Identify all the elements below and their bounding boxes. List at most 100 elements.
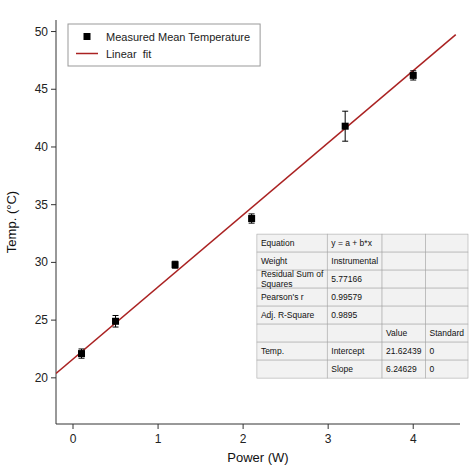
- table-cell-text: 5.77166: [331, 274, 362, 284]
- error-bar-cap: [342, 111, 348, 112]
- table-cell: [426, 270, 469, 288]
- table-text-line: 0.9895: [331, 310, 357, 320]
- table-cell: [327, 234, 382, 252]
- table-cell: [426, 234, 469, 252]
- table-cell-text: 0.9895: [331, 310, 357, 320]
- table-cell-text: Temp.: [261, 346, 284, 356]
- error-bar-cap: [342, 141, 348, 142]
- table-cell: [327, 270, 382, 288]
- point: [172, 261, 179, 268]
- error-bar-cap: [410, 80, 416, 81]
- table-cell: [426, 252, 469, 270]
- y-tick-label: 50: [35, 25, 49, 39]
- table-cell: [327, 342, 382, 360]
- error-bar: [172, 261, 178, 268]
- x-tick: [73, 424, 74, 429]
- table-cell-text: Adj. R-Square: [261, 310, 315, 320]
- table-cell-text: Equation: [261, 238, 295, 248]
- table-cell-text: Pearson's r: [261, 292, 304, 302]
- table-text-line: 0: [430, 346, 435, 356]
- legend-swatch: [84, 33, 91, 40]
- table-cell: [382, 360, 425, 378]
- error-bar-cap: [249, 213, 255, 214]
- table-cell-text: Intercept: [331, 346, 365, 356]
- table-text-line: 0.99579: [331, 292, 362, 302]
- stats-table: Equation y = a + b*x Weight Instrumental Res…: [257, 234, 468, 378]
- y-axis-label: Temp. (°C): [4, 191, 19, 253]
- y-axis: [56, 20, 57, 424]
- table-text-line: Instrumental: [331, 256, 378, 266]
- table-cell: [327, 252, 382, 270]
- table-text-line: Value: [386, 328, 407, 338]
- table-cell-text: 21.62439: [386, 346, 422, 356]
- table-cell: [382, 306, 425, 324]
- table-cell-text: Value: [386, 328, 407, 338]
- y-tick: [51, 31, 56, 32]
- table-cell: [426, 342, 469, 360]
- table-cell: [426, 360, 469, 378]
- table-cell-text: 0.99579: [331, 292, 362, 302]
- plot-area: [56, 35, 456, 374]
- table-cell: [382, 288, 425, 306]
- error-bar-cap: [113, 327, 119, 328]
- table-text-line: Equation: [261, 238, 295, 248]
- y-tick: [51, 262, 56, 263]
- table-text-line: Adj. R-Square: [261, 310, 315, 320]
- table-cell-text: Instrumental: [331, 256, 378, 266]
- table-cell-text: 0: [430, 346, 435, 356]
- fit-line: [56, 35, 456, 374]
- error-bar-cap: [249, 223, 255, 224]
- table-text-line: Standard: [430, 328, 465, 338]
- table-cell: [426, 324, 469, 342]
- legend-label: Linear fit: [106, 48, 151, 60]
- x-tick-label: 3: [325, 432, 332, 446]
- point: [78, 350, 85, 357]
- table-cell: [426, 306, 469, 324]
- y-tick: [51, 204, 56, 205]
- table-cell: [382, 342, 425, 360]
- table-cell: [257, 288, 327, 306]
- error-bar-cap: [113, 315, 119, 316]
- table-cell: [426, 288, 469, 306]
- x-axis: [56, 424, 460, 425]
- legend-label: Measured Mean Temperature: [106, 31, 250, 43]
- y-tick-label: 30: [35, 255, 49, 269]
- y-tick-label: 25: [35, 313, 49, 327]
- point: [112, 318, 119, 325]
- x-tick: [413, 424, 414, 429]
- table-cell: [327, 306, 382, 324]
- x-axis-label: Power (W): [227, 450, 288, 465]
- table-text-line: y = a + b*x: [331, 238, 372, 248]
- table-text-line: Squares: [261, 279, 293, 289]
- y-tick-label: 20: [35, 371, 49, 385]
- table-cell-text: 0: [430, 364, 435, 374]
- table-cell: [382, 324, 425, 342]
- x-tick: [158, 424, 159, 429]
- table-cell-text: Residual Sum ofSquares: [261, 269, 324, 288]
- legend: Measured Mean Temperature Linear fit: [68, 24, 260, 66]
- y-tick: [51, 146, 56, 147]
- background: [0, 0, 474, 474]
- table-cell: [327, 288, 382, 306]
- error-bar-cap: [79, 358, 85, 359]
- x-tick-label: 4: [410, 432, 417, 446]
- point: [342, 123, 349, 130]
- table-grid: [257, 234, 468, 378]
- error-bar: [410, 71, 416, 80]
- error-bar: [79, 349, 85, 358]
- table-cell-text: 6.24629: [386, 364, 417, 374]
- y-tick: [51, 89, 56, 90]
- chart: 0123420253035404550Power (W)Temp. (°C)Me…: [0, 0, 474, 474]
- y-tick-label: 45: [35, 82, 49, 96]
- table-cell-text: Weight: [261, 256, 288, 266]
- table-cell: [257, 270, 327, 288]
- legend-frame: [68, 24, 260, 66]
- x-tick: [243, 424, 244, 429]
- y-tick-label: 40: [35, 140, 49, 154]
- table-cell: [257, 342, 327, 360]
- table-cell: [382, 252, 425, 270]
- x-tick-label: 2: [240, 432, 247, 446]
- table-text-line: Weight: [261, 256, 288, 266]
- error-bar: [342, 111, 348, 141]
- table-cell-text: y = a + b*x: [331, 238, 372, 248]
